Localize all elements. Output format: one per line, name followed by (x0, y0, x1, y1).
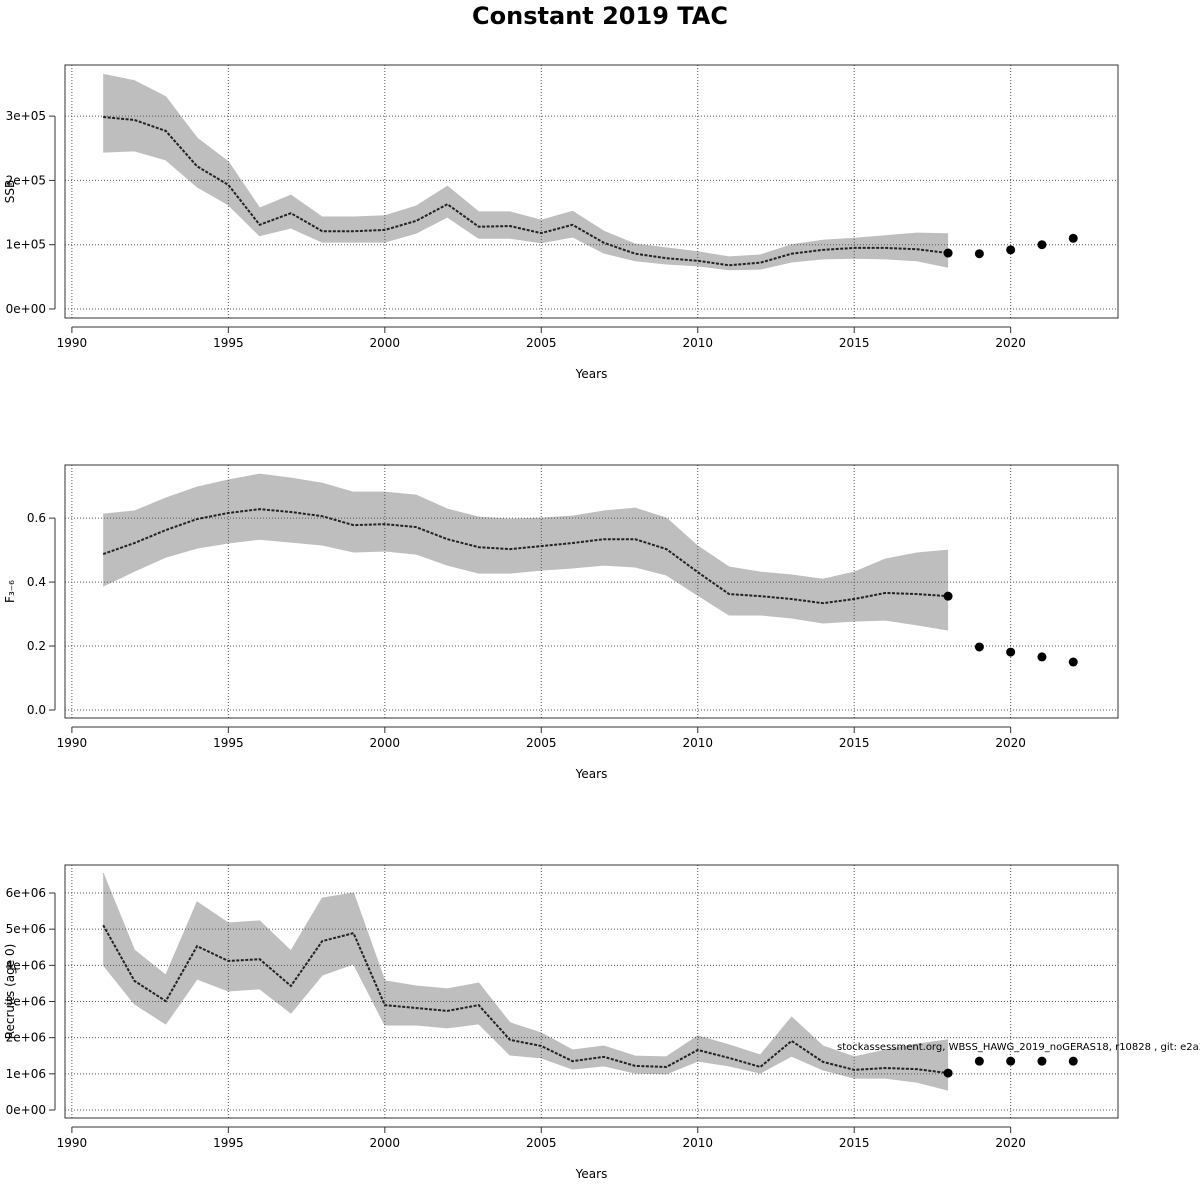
y-tick-label: 3e+06 (6, 995, 46, 1009)
x-tick-label: 1990 (57, 1136, 88, 1150)
forecast-point (974, 249, 984, 259)
x-tick-label: 2000 (370, 336, 401, 350)
y-tick-label: 0e+00 (6, 302, 46, 316)
x-tick-label: 2020 (995, 336, 1026, 350)
y-tick-label: 0.4 (27, 575, 46, 589)
forecast-point (974, 1056, 984, 1066)
y-axis-label: SSB (3, 180, 17, 203)
x-tick-label: 2005 (526, 1136, 557, 1150)
estimate-line (102, 508, 949, 605)
forecast-point (943, 1068, 953, 1078)
x-tick-label: 2015 (839, 1136, 870, 1150)
x-tick-label: 2005 (526, 336, 557, 350)
estimate-line (102, 924, 949, 1075)
x-tick-label: 2020 (995, 736, 1026, 750)
y-tick-label: 0.0 (27, 703, 46, 717)
y-tick-label: 0.6 (27, 511, 46, 525)
forecast-point (1006, 1056, 1016, 1066)
panel: 1990 1995 2000 2005 2010 2015 2020 Years 0.0 0.2 0… (3, 464, 1119, 781)
x-tick-label: 1990 (57, 336, 88, 350)
panel: 1990 1995 2000 2005 2010 2015 2020 Years 0e+00 1e… (3, 864, 1119, 1181)
x-tick-label: 2020 (995, 1136, 1026, 1150)
x-tick-label: 1995 (213, 736, 244, 750)
x-tick-label: 2015 (839, 336, 870, 350)
y-tick-label: 0e+00 (6, 1103, 46, 1117)
forecast-point (1068, 233, 1078, 243)
y-tick-label: 5e+06 (6, 922, 46, 936)
x-axis-label: Years (575, 767, 608, 781)
forecast-point (1006, 245, 1016, 255)
x-tick-label: 2015 (839, 736, 870, 750)
panel: 1990 1995 2000 2005 2010 2015 2020 Years 0e+00 1e… (3, 64, 1119, 381)
estimate-line (103, 116, 949, 267)
y-axis-label: F₃₋₆ (3, 580, 17, 603)
y-tick-label: 6e+06 (6, 886, 46, 900)
x-tick-label: 2000 (370, 1136, 401, 1150)
forecast-point (1006, 647, 1016, 657)
y-tick-label: 1e+05 (6, 238, 46, 252)
y-tick-label: 3e+05 (6, 109, 46, 123)
forecast-point (943, 591, 953, 601)
x-tick-label: 1990 (57, 736, 88, 750)
confidence-band (103, 873, 949, 1091)
band-edge (103, 73, 949, 258)
annotation: stockassessment.org, WBSS_HAWG_2019_noGE… (837, 1042, 1200, 1053)
x-tick-label: 2000 (370, 736, 401, 750)
y-tick-label: 2e+06 (6, 1031, 46, 1045)
x-axis-label: Years (575, 367, 608, 381)
confidence-band (103, 474, 949, 631)
plot-frame (64, 864, 1119, 1119)
y-axis-label: Recruits (age 0) (3, 944, 17, 1040)
x-tick-label: 1995 (213, 336, 244, 350)
band-edge (102, 872, 949, 1058)
y-tick-label: 2e+05 (6, 173, 46, 187)
forecast-point (943, 248, 953, 258)
forecast-point (1037, 240, 1047, 250)
forecast-point (974, 642, 984, 652)
plot-frame (64, 64, 1119, 319)
band-edge (102, 963, 949, 1091)
x-tick-label: 2010 (682, 336, 713, 350)
y-tick-label: 0.2 (27, 639, 46, 653)
band-edge (103, 473, 949, 580)
x-tick-label: 2010 (682, 736, 713, 750)
forecast-point (1068, 657, 1078, 667)
forecast-point (1068, 1056, 1078, 1066)
forecast-point (1037, 652, 1047, 662)
confidence-band (103, 74, 949, 270)
band-edge (103, 150, 949, 271)
y-tick-label: 4e+06 (6, 958, 46, 972)
x-tick-label: 2005 (526, 736, 557, 750)
forecast-point (1037, 1056, 1047, 1066)
y-tick-label: 1e+06 (6, 1067, 46, 1081)
plot-frame (64, 464, 1119, 719)
x-tick-label: 1995 (213, 1136, 244, 1150)
figure-title: Constant 2019 TAC (472, 2, 728, 30)
band-edge (102, 538, 949, 631)
x-axis-label: Years (575, 1167, 608, 1181)
x-tick-label: 2010 (682, 1136, 713, 1150)
